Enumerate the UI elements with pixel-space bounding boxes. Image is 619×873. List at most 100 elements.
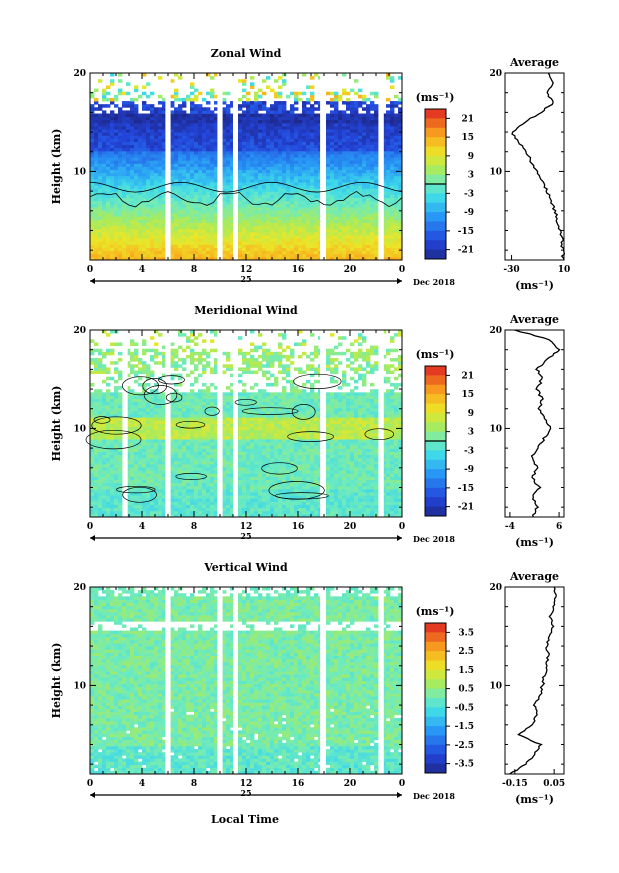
heatmap-cell bbox=[186, 485, 191, 490]
heatmap-cell bbox=[306, 253, 311, 258]
heatmap-cell bbox=[334, 256, 339, 261]
heatmap-cell bbox=[102, 122, 107, 127]
heatmap-cell bbox=[174, 163, 179, 167]
heatmap-cell bbox=[362, 197, 367, 202]
heatmap-cell bbox=[330, 163, 335, 167]
heatmap-cell bbox=[122, 194, 127, 199]
heatmap-cell bbox=[370, 253, 375, 258]
heatmap-cell bbox=[210, 210, 215, 214]
heatmap-cell bbox=[162, 492, 167, 496]
heatmap-cell bbox=[362, 135, 367, 139]
heatmap-cell bbox=[142, 488, 147, 493]
heatmap-cell bbox=[346, 203, 351, 208]
heatmap-cell bbox=[154, 160, 159, 164]
heatmap-cell bbox=[114, 510, 119, 515]
heatmap-cell bbox=[186, 122, 191, 127]
heatmap-cell bbox=[142, 382, 147, 387]
heatmap-cell bbox=[130, 132, 135, 136]
heatmap-cell bbox=[314, 132, 319, 136]
heatmap-cell bbox=[102, 398, 107, 403]
heatmap-cell bbox=[338, 147, 343, 152]
heatmap-cell bbox=[130, 147, 135, 152]
heatmap-cell bbox=[370, 129, 375, 133]
heatmap-cell bbox=[246, 110, 251, 114]
heatmap-cell bbox=[362, 144, 367, 149]
heatmap-cell bbox=[250, 119, 255, 124]
heatmap-cell bbox=[210, 138, 215, 142]
heatmap-cell bbox=[178, 169, 183, 174]
heatmap-cell bbox=[138, 147, 143, 152]
heatmap-cell bbox=[206, 188, 211, 192]
heatmap-cell bbox=[246, 182, 251, 186]
heatmap-cell bbox=[134, 244, 139, 248]
heatmap-cell bbox=[354, 116, 359, 121]
heatmap-cell bbox=[226, 132, 231, 136]
heatmap-cell bbox=[274, 247, 279, 252]
heatmap-cell bbox=[194, 147, 199, 152]
heatmap-cell bbox=[226, 213, 231, 217]
heatmap-cell bbox=[350, 129, 355, 133]
heatmap-cell bbox=[118, 154, 123, 158]
heatmap-cell bbox=[274, 200, 279, 205]
heatmap-cell bbox=[154, 200, 159, 205]
heatmap-cell bbox=[338, 253, 343, 258]
heatmap-cell bbox=[390, 147, 395, 152]
heatmap-cell bbox=[146, 401, 151, 406]
heatmap-cell bbox=[266, 256, 271, 261]
heatmap-cell bbox=[342, 157, 347, 161]
heatmap-cell bbox=[158, 426, 163, 431]
heatmap-cell bbox=[98, 185, 103, 189]
heatmap-cell bbox=[194, 219, 199, 223]
heatmap-cell bbox=[114, 492, 119, 496]
heatmap-cell bbox=[94, 256, 99, 261]
heatmap-cell bbox=[126, 222, 131, 227]
heatmap-cell bbox=[130, 247, 135, 252]
heatmap-cell bbox=[374, 119, 379, 124]
heatmap-cell bbox=[118, 194, 123, 199]
heatmap-cell bbox=[130, 178, 135, 183]
heatmap-cell bbox=[310, 125, 315, 130]
heatmap-cell bbox=[182, 104, 187, 108]
heatmap-cell bbox=[358, 141, 363, 146]
heatmap-cell bbox=[130, 216, 135, 220]
heatmap-cell bbox=[358, 219, 363, 223]
heatmap-cell bbox=[170, 228, 175, 233]
heatmap-cell bbox=[342, 191, 347, 195]
heatmap-cell bbox=[238, 119, 243, 124]
heatmap-cell bbox=[382, 135, 387, 139]
data-gap bbox=[233, 73, 237, 260]
heatmap-cell bbox=[334, 200, 339, 205]
heatmap-cell bbox=[162, 392, 167, 396]
heatmap-cell bbox=[130, 135, 135, 139]
heatmap-cell bbox=[362, 107, 367, 111]
heatmap-cell bbox=[170, 235, 175, 239]
heatmap-cell bbox=[310, 135, 315, 139]
heatmap-cell bbox=[174, 154, 179, 158]
heatmap-cell bbox=[370, 104, 375, 108]
heatmap-cell bbox=[170, 250, 175, 255]
heatmap-cell bbox=[282, 144, 287, 149]
heatmap-cell bbox=[398, 76, 403, 80]
heatmap-cell bbox=[210, 135, 215, 139]
heatmap-cell bbox=[102, 228, 107, 233]
heatmap-cell bbox=[214, 141, 219, 146]
heatmap-cell bbox=[210, 141, 215, 146]
heatmap-cell bbox=[230, 182, 235, 186]
heatmap-cell bbox=[270, 147, 275, 152]
heatmap-cell bbox=[146, 235, 151, 239]
heatmap-cell bbox=[294, 256, 299, 261]
heatmap-cell bbox=[158, 401, 163, 406]
heatmap-cell bbox=[246, 194, 251, 199]
heatmap-cell bbox=[366, 216, 371, 220]
heatmap-cell bbox=[290, 110, 295, 114]
heatmap-cell bbox=[170, 110, 175, 114]
heatmap-cell bbox=[238, 104, 243, 108]
heatmap-cell bbox=[330, 166, 335, 171]
heatmap-cell bbox=[126, 178, 131, 183]
heatmap-cell bbox=[130, 188, 135, 192]
heatmap-cell bbox=[342, 213, 347, 217]
heatmap-cell bbox=[90, 488, 95, 493]
heatmap-cell bbox=[98, 147, 103, 152]
heatmap-cell bbox=[142, 116, 147, 121]
heatmap-cell bbox=[134, 250, 139, 255]
